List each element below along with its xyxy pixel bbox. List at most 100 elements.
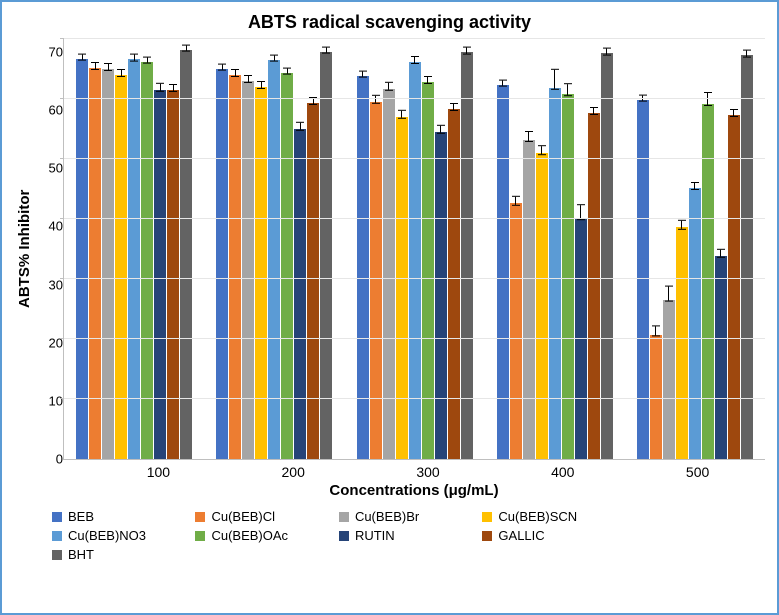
bar-cucl bbox=[370, 102, 382, 459]
gridline bbox=[64, 398, 765, 399]
x-axis-label: Concentrations (μg/mL) bbox=[63, 482, 765, 499]
error-bar bbox=[117, 69, 125, 77]
legend-item-cuscn: Cu(BEB)SCN bbox=[482, 509, 617, 524]
error-bar bbox=[603, 48, 611, 55]
y-tick-label: 30 bbox=[35, 278, 63, 291]
gridline bbox=[64, 158, 765, 159]
bar-cubr bbox=[523, 140, 535, 459]
legend-swatch bbox=[195, 512, 205, 522]
plot: 100200300400500 Concentrations (μg/mL) bbox=[63, 39, 765, 499]
y-tick-mark bbox=[60, 278, 64, 279]
bar-beb bbox=[357, 76, 369, 459]
bar-groups bbox=[64, 39, 765, 459]
error-bar bbox=[665, 286, 673, 302]
bar-cuscn bbox=[536, 153, 548, 459]
y-tick-label: 10 bbox=[35, 394, 63, 407]
bar-cuoac bbox=[422, 82, 434, 459]
x-tick-label: 400 bbox=[495, 460, 630, 480]
error-bar bbox=[322, 46, 330, 53]
bar-cuoac bbox=[281, 73, 293, 459]
error-bar bbox=[463, 47, 471, 54]
error-bar bbox=[104, 63, 112, 71]
error-bar bbox=[743, 50, 751, 57]
bar-cucl bbox=[650, 335, 662, 459]
chart-title: ABTS radical scavenging activity bbox=[14, 12, 765, 33]
bar-cuno3 bbox=[549, 88, 561, 459]
bar-cuno3 bbox=[689, 188, 701, 459]
bar-gallic bbox=[728, 115, 740, 459]
bar-cucl bbox=[229, 75, 241, 459]
error-bar bbox=[730, 109, 738, 117]
legend-swatch bbox=[482, 531, 492, 541]
error-bar bbox=[143, 56, 151, 63]
error-bar bbox=[372, 95, 380, 104]
gridline bbox=[64, 98, 765, 99]
plot-area: ABTS% Inhibitor 706050403020100 10020030… bbox=[14, 39, 765, 499]
legend-item-bht: BHT bbox=[52, 547, 187, 562]
gridline bbox=[64, 338, 765, 339]
legend-label: GALLIC bbox=[498, 528, 544, 543]
error-bar bbox=[182, 44, 190, 51]
bar-cuscn bbox=[396, 117, 408, 459]
gridline bbox=[64, 218, 765, 219]
y-tick-label: 40 bbox=[35, 220, 63, 233]
bar-beb bbox=[216, 69, 228, 459]
bar-cuoac bbox=[562, 94, 574, 459]
legend-label: Cu(BEB)Cl bbox=[211, 509, 275, 524]
error-bar bbox=[512, 196, 520, 205]
bar-gallic bbox=[448, 109, 460, 459]
error-bar bbox=[231, 69, 239, 77]
bar-gallic bbox=[167, 90, 179, 459]
error-bar bbox=[450, 103, 458, 111]
y-tick-label: 0 bbox=[35, 452, 63, 465]
legend-item-gallic: GALLIC bbox=[482, 528, 617, 543]
error-bar bbox=[218, 64, 226, 71]
error-bar bbox=[691, 182, 699, 190]
y-tick-label: 60 bbox=[35, 104, 63, 117]
bar-cuscn bbox=[676, 227, 688, 459]
legend-item-cucl: Cu(BEB)Cl bbox=[195, 509, 330, 524]
error-bar bbox=[424, 76, 432, 84]
error-bar bbox=[652, 325, 660, 337]
bar-cucl bbox=[510, 203, 522, 459]
error-bar bbox=[437, 125, 445, 134]
bar-cubr bbox=[102, 69, 114, 459]
error-bar bbox=[551, 68, 559, 89]
legend-item-cuno3: Cu(BEB)NO3 bbox=[52, 528, 187, 543]
legend-label: Cu(BEB)SCN bbox=[498, 509, 577, 524]
bar-cuno3 bbox=[268, 60, 280, 459]
legend-swatch bbox=[482, 512, 492, 522]
y-tick-mark bbox=[60, 158, 64, 159]
legend-swatch bbox=[52, 550, 62, 560]
error-bar bbox=[283, 67, 291, 74]
y-tick-mark bbox=[60, 218, 64, 219]
y-axis-label: ABTS% Inhibitor bbox=[14, 39, 35, 459]
legend: BEBCu(BEB)ClCu(BEB)BrCu(BEB)SCNCu(BEB)NO… bbox=[48, 507, 761, 564]
error-bar bbox=[411, 56, 419, 64]
bar-cubr bbox=[242, 81, 254, 459]
y-tick-label: 20 bbox=[35, 336, 63, 349]
bar-gallic bbox=[307, 103, 319, 459]
bar-rutin bbox=[715, 256, 727, 459]
bar-cucl bbox=[89, 68, 101, 459]
error-bar bbox=[130, 54, 138, 61]
bar-cubr bbox=[663, 300, 675, 459]
error-bar bbox=[91, 62, 99, 70]
legend-item-rutin: RUTIN bbox=[339, 528, 474, 543]
error-bar bbox=[169, 84, 177, 92]
legend-label: Cu(BEB)NO3 bbox=[68, 528, 146, 543]
bar-group bbox=[204, 39, 344, 459]
x-tick-label: 200 bbox=[226, 460, 361, 480]
y-tick-mark bbox=[60, 338, 64, 339]
bar-group bbox=[625, 39, 765, 459]
bar-rutin bbox=[154, 90, 166, 459]
legend-swatch bbox=[339, 512, 349, 522]
legend-label: BHT bbox=[68, 547, 94, 562]
legend-item-cuoac: Cu(BEB)OAc bbox=[195, 528, 330, 543]
x-tick-label: 300 bbox=[361, 460, 496, 480]
error-bar bbox=[525, 131, 533, 142]
error-bar bbox=[564, 83, 572, 96]
bar-beb bbox=[497, 85, 509, 459]
error-bar bbox=[78, 53, 86, 60]
x-axis-ticks: 100200300400500 bbox=[91, 460, 765, 480]
